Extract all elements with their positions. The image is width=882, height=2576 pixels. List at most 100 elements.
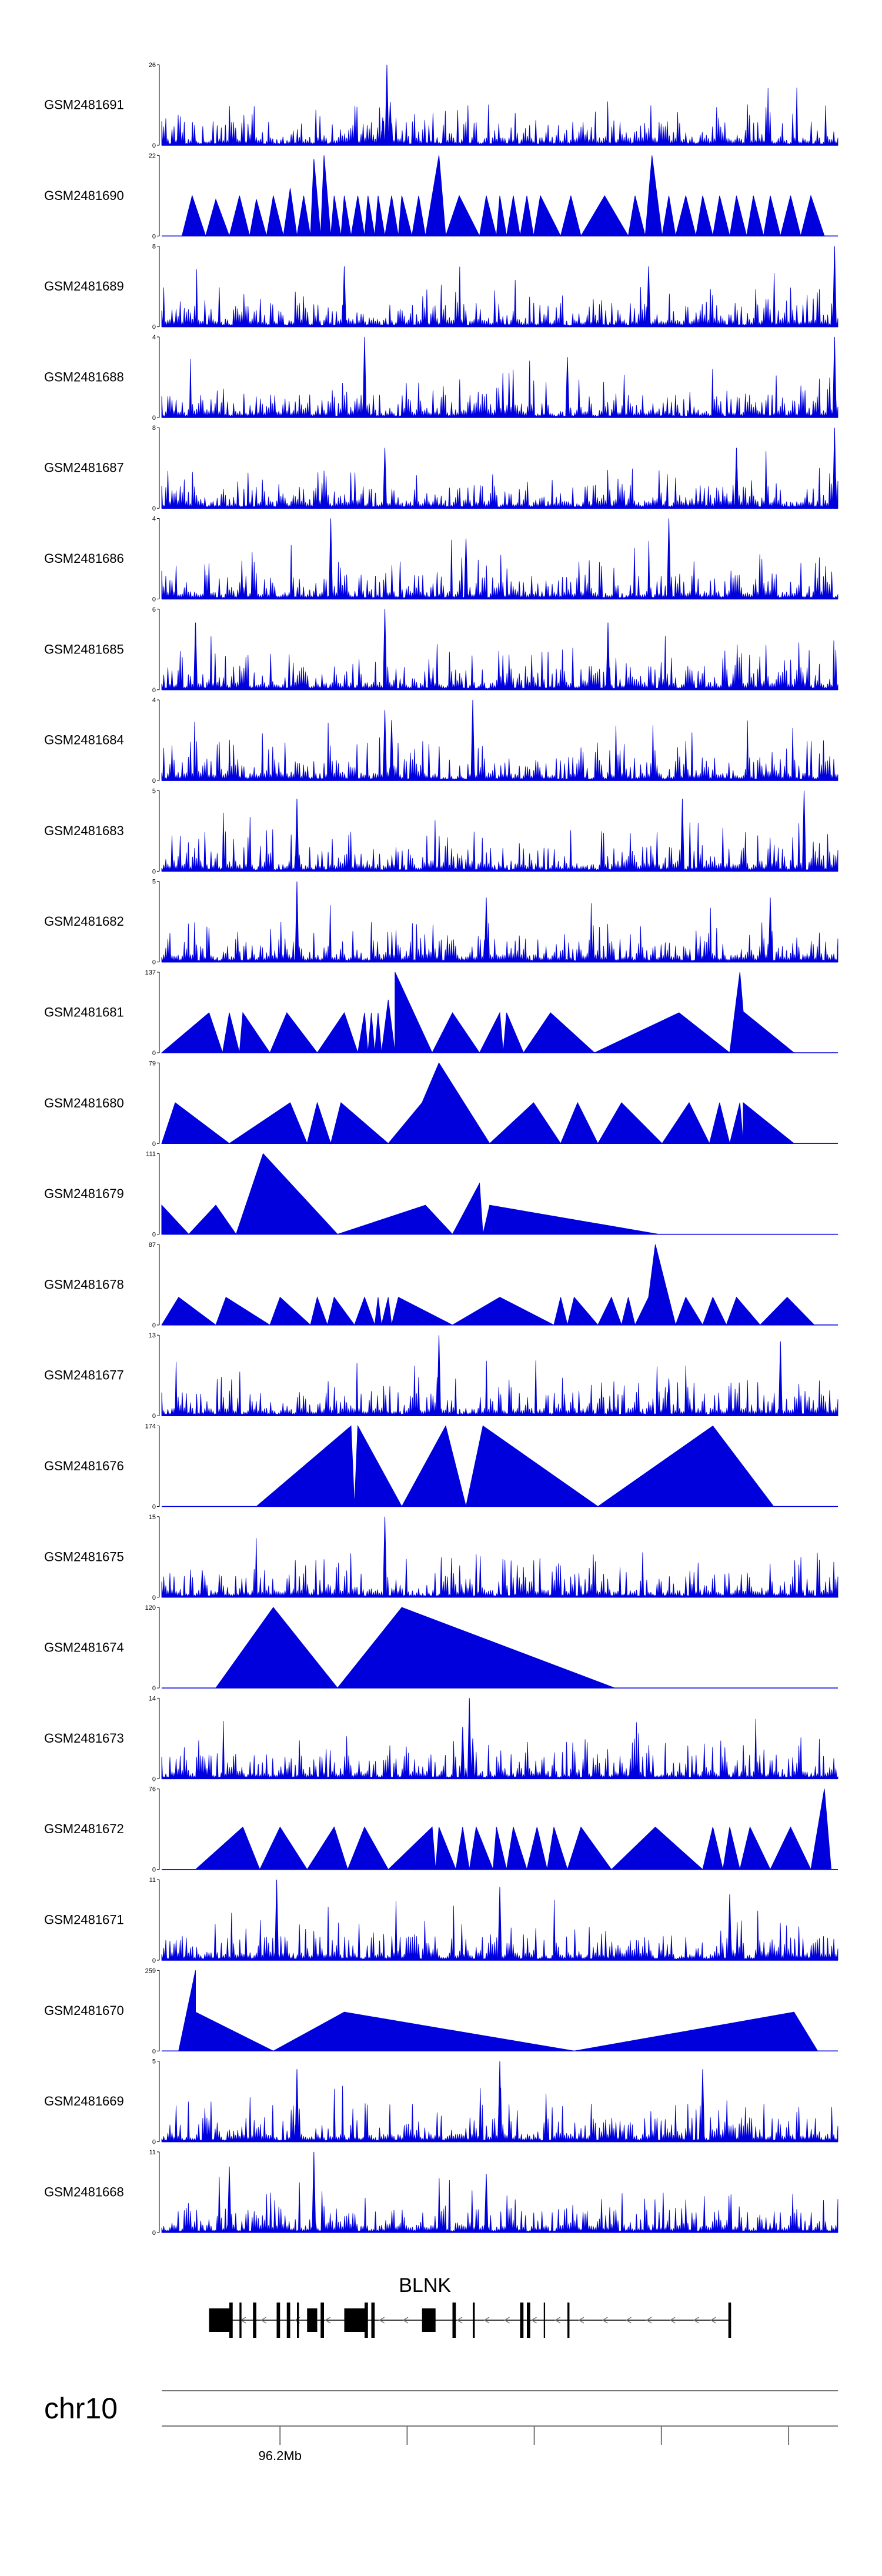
track-name-label: GSM2481668 <box>44 2184 124 2199</box>
y-tick-label-max: 5 <box>152 879 156 886</box>
track-name-label: GSM2481670 <box>44 2003 124 2018</box>
exon-block <box>209 2308 229 2332</box>
y-tick-label-zero: 0 <box>152 1140 156 1147</box>
signal-peak <box>389 720 394 781</box>
y-tick-label-max: 5 <box>152 788 156 795</box>
strand-chevron <box>456 2317 463 2324</box>
track-gsm2481689: GSM2481689 8 0 <box>44 243 838 331</box>
exon-block <box>297 2303 299 2338</box>
signal-peak <box>193 622 198 690</box>
signal-area <box>161 87 838 146</box>
y-tick-label-zero: 0 <box>152 1050 156 1057</box>
y-tick-label-max: 14 <box>149 1695 156 1702</box>
track-gsm2481690: GSM2481690 22 0 <box>44 152 838 240</box>
track-gsm2481685: GSM2481685 6 0 <box>44 606 838 694</box>
signal-peak <box>832 336 837 418</box>
track-name-label: GSM2481674 <box>44 1640 124 1655</box>
track-name-label: GSM2481690 <box>44 188 124 203</box>
y-tick-label-zero: 0 <box>152 1594 156 1601</box>
track-gsm2481682: GSM2481682 5 0 <box>44 879 838 966</box>
signal-peak <box>388 102 393 146</box>
signal-area <box>161 972 838 1054</box>
y-tick-label-max: 5 <box>152 2058 156 2066</box>
y-tick-label-max: 111 <box>146 1151 156 1158</box>
signal-peak <box>436 1335 442 1416</box>
exon-block <box>229 2303 233 2338</box>
signal-peak <box>460 1727 465 1779</box>
signal-peak <box>200 1570 205 1598</box>
y-tick-label-zero: 0 <box>152 1685 156 1692</box>
track-name-label: GSM2481687 <box>44 461 124 475</box>
track-name-label: GSM2481680 <box>44 1096 124 1110</box>
y-tick-label-zero: 0 <box>152 1322 156 1329</box>
exon-block <box>527 2303 530 2338</box>
signal-peak <box>484 897 489 963</box>
signal-peak <box>295 799 299 872</box>
signal-area <box>162 155 838 238</box>
track-gsm2481687: GSM2481687 8 0 <box>44 425 838 512</box>
y-tick-label-zero: 0 <box>152 2230 156 2237</box>
track-name-label: GSM2481688 <box>44 369 124 384</box>
exon-block <box>567 2303 570 2338</box>
y-tick-label-zero: 0 <box>152 1413 156 1420</box>
signal-peak <box>768 897 773 963</box>
strand-chevron <box>504 2317 510 2324</box>
track-name-label: GSM2481686 <box>44 551 124 566</box>
y-tick-label-zero: 0 <box>152 2048 156 2055</box>
signal-peak <box>497 1887 502 1961</box>
exon-block <box>320 2303 324 2338</box>
signal-tracks: GSM2481691260GSM2481690220GSM248168980GS… <box>44 62 838 2237</box>
signal-peak <box>801 790 807 872</box>
signal-peak <box>680 799 685 872</box>
exon-block <box>307 2308 318 2332</box>
track-gsm2481684: GSM2481684 4 0 <box>44 697 838 785</box>
strand-chevron <box>483 2317 490 2324</box>
track-gsm2481670: GSM2481670 259 0 <box>44 1967 838 2055</box>
strand-chevron <box>646 2317 652 2324</box>
signal-peak <box>274 1879 279 1961</box>
y-tick-label-zero: 0 <box>152 505 156 512</box>
y-tick-label-zero: 0 <box>152 1867 156 1874</box>
track-name-label: GSM2481685 <box>44 642 124 656</box>
y-tick-label-max: 22 <box>149 152 156 159</box>
signal-area <box>161 358 838 418</box>
signal-peak <box>463 538 469 599</box>
strand-chevron <box>531 2317 537 2324</box>
signal-peak <box>470 700 475 781</box>
track-name-label: GSM2481673 <box>44 1731 124 1746</box>
signal-peak <box>342 266 347 328</box>
track-name-label: GSM2481689 <box>44 279 124 293</box>
strand-chevron <box>602 2317 608 2324</box>
track-gsm2481668: GSM2481668 11 0 <box>44 2149 838 2237</box>
track-gsm2481677: GSM2481677 13 0 <box>44 1332 838 1420</box>
strand-chevron <box>325 2317 331 2324</box>
y-tick-label-max: 26 <box>149 62 156 69</box>
y-tick-label-zero: 0 <box>152 596 156 603</box>
y-tick-label-zero: 0 <box>152 1232 156 1239</box>
track-gsm2481679: GSM2481679 111 0 <box>44 1151 838 1239</box>
genome-axis: chr10 96.2Mb <box>44 2390 838 2463</box>
signal-area <box>161 539 838 599</box>
signal-area <box>161 1360 838 1416</box>
signal-area <box>162 1970 838 2051</box>
y-tick-label-max: 137 <box>145 969 156 976</box>
track-gsm2481681: GSM2481681 137 0 <box>44 969 838 1057</box>
strand-chevron <box>379 2317 385 2324</box>
exon-block <box>543 2303 546 2338</box>
signal-peak <box>295 881 299 963</box>
track-gsm2481676: GSM2481676 174 0 <box>44 1423 838 1511</box>
signal-area <box>161 2177 838 2233</box>
track-gsm2481680: GSM2481680 79 0 <box>44 1060 838 1147</box>
y-tick-label-zero: 0 <box>152 687 156 694</box>
axis-tick-label: 96.2Mb <box>259 2448 302 2463</box>
track-name-label: GSM2481683 <box>44 823 124 838</box>
track-gsm2481678: GSM2481678 87 0 <box>44 1242 838 1329</box>
track-gsm2481673: GSM2481673 14 0 <box>44 1695 838 1783</box>
signal-peak <box>362 336 367 418</box>
track-name-label: GSM2481684 <box>44 733 124 748</box>
track-name-label: GSM2481678 <box>44 1277 124 1292</box>
strand-chevron <box>669 2317 676 2324</box>
y-tick-label-max: 15 <box>149 1514 156 1521</box>
signal-peak <box>382 609 387 690</box>
